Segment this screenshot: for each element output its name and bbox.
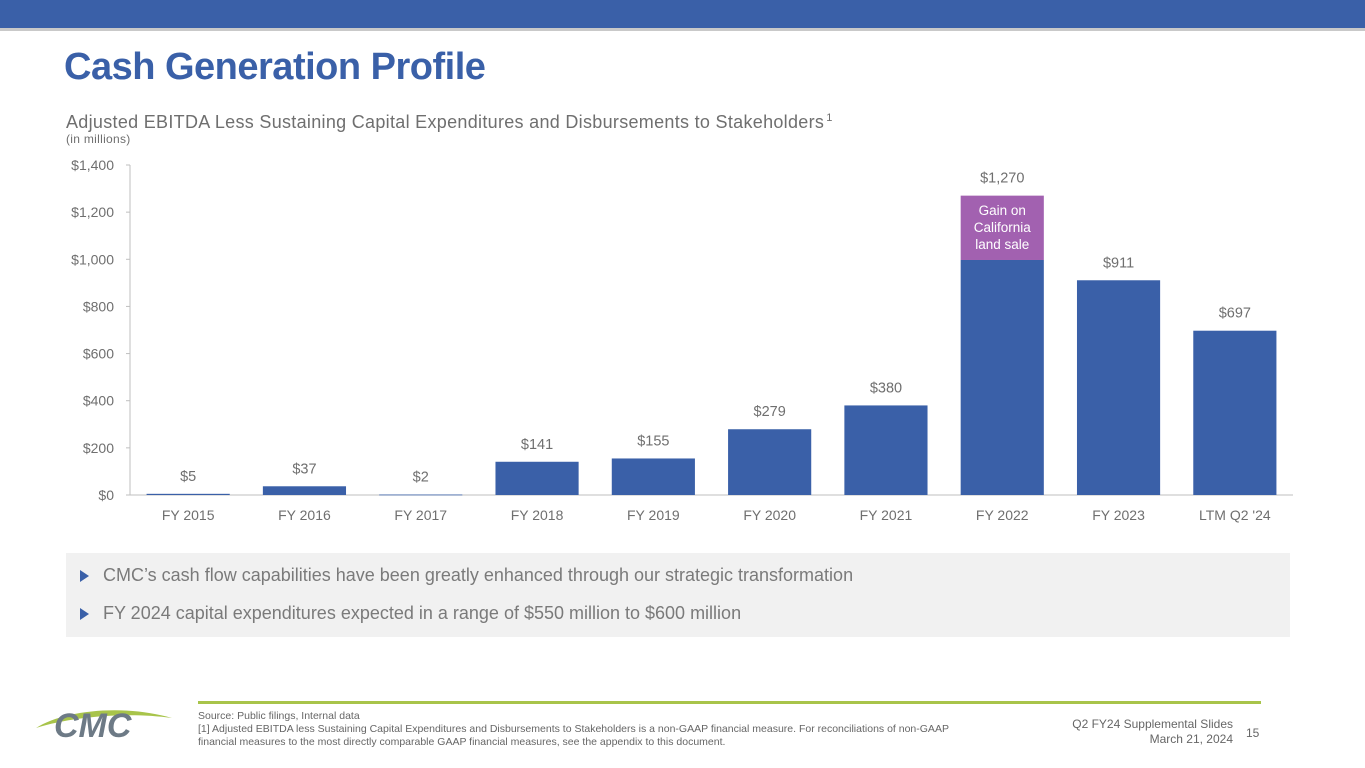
page-title: Cash Generation Profile [64, 46, 486, 88]
top-banner [0, 0, 1365, 28]
bar [1193, 330, 1277, 495]
footnote-marker: 1 [826, 112, 833, 124]
data-label: $697 [1219, 306, 1251, 322]
logo-text: CMC [54, 707, 132, 744]
chart-units: (in millions) [66, 132, 131, 146]
x-tick-label: FY 2020 [743, 507, 796, 523]
top-banner-shadow [0, 28, 1365, 31]
bar [728, 429, 812, 495]
x-tick-label: FY 2016 [278, 507, 331, 523]
footnote-text: [1] Adjusted EBITDA less Sustaining Capi… [198, 723, 949, 748]
data-label: $911 [1103, 255, 1134, 271]
bullet-text: FY 2024 capital expenditures expected in… [103, 603, 742, 623]
bar [495, 461, 579, 495]
page-number: 15 [1246, 726, 1260, 740]
data-label: $37 [292, 461, 316, 477]
chart-subtitle: Adjusted EBITDA Less Sustaining Capital … [66, 112, 833, 133]
y-tick-label: $1,000 [71, 251, 114, 267]
triangle-bullet-icon [80, 607, 89, 620]
bullet-text: CMC’s cash flow capabilities have been g… [103, 565, 854, 585]
bar [611, 458, 695, 495]
chart-subtitle-text: Adjusted EBITDA Less Sustaining Capital … [66, 112, 825, 132]
data-label: $1,270 [980, 171, 1024, 187]
cmc-logo: CMC [36, 707, 172, 744]
bar-annotation-label: Gain on [979, 203, 1026, 218]
y-tick-label: $400 [83, 393, 114, 409]
source-note: Source: Public filings, Internal data [198, 710, 360, 722]
logo-swoosh [36, 710, 172, 728]
x-tick-label: FY 2017 [394, 507, 447, 523]
bar [1076, 280, 1161, 495]
bar-annotation-label: California [974, 220, 1032, 235]
footer-divider [198, 701, 1261, 704]
bar-segment-gain [960, 195, 1044, 260]
bar [844, 405, 928, 495]
triangle-bullet-icon [80, 569, 89, 582]
bar-chart: $0 $200 $400 $600 $800 $1,000 $1,200 $1,400 $5 FY… [71, 157, 1293, 523]
data-label: $155 [637, 433, 669, 449]
y-tick-label: $1,400 [71, 157, 114, 173]
y-tick-label: $800 [83, 298, 114, 314]
bar-annotation-label: land sale [975, 237, 1029, 252]
bullet-item: FY 2024 capital expenditures expected in… [80, 603, 741, 624]
x-tick-label: FY 2018 [511, 507, 564, 523]
data-label: $141 [521, 437, 553, 453]
deck-name: Q2 FY24 Supplemental Slides [1072, 717, 1233, 731]
x-tick-label: FY 2015 [162, 507, 215, 523]
data-label: $279 [754, 404, 786, 420]
bar [146, 493, 230, 495]
y-tick-label: $200 [83, 440, 114, 456]
deck-info: Q2 FY24 Supplemental Slides March 21, 20… [1072, 717, 1233, 747]
x-tick-label: FY 2022 [976, 507, 1029, 523]
footnote-block: Source: Public filings, Internal data [1… [198, 710, 988, 749]
x-tick-label: LTM Q2 '24 [1199, 507, 1271, 523]
y-tick-label: $0 [98, 487, 114, 503]
bullet-panel: CMC’s cash flow capabilities have been g… [66, 553, 1290, 637]
bar [379, 494, 463, 496]
data-label: $5 [180, 469, 196, 485]
data-label: $380 [870, 380, 902, 396]
bar [960, 259, 1044, 495]
y-tick-label: $1,200 [71, 204, 114, 220]
bar [262, 486, 347, 495]
x-tick-label: FY 2019 [627, 507, 680, 523]
y-tick-label: $600 [83, 346, 114, 362]
bullet-item: CMC’s cash flow capabilities have been g… [80, 565, 853, 586]
deck-date: March 21, 2024 [1149, 732, 1233, 746]
data-label: $2 [413, 470, 429, 486]
x-tick-label: FY 2021 [860, 507, 913, 523]
x-tick-label: FY 2023 [1092, 507, 1145, 523]
